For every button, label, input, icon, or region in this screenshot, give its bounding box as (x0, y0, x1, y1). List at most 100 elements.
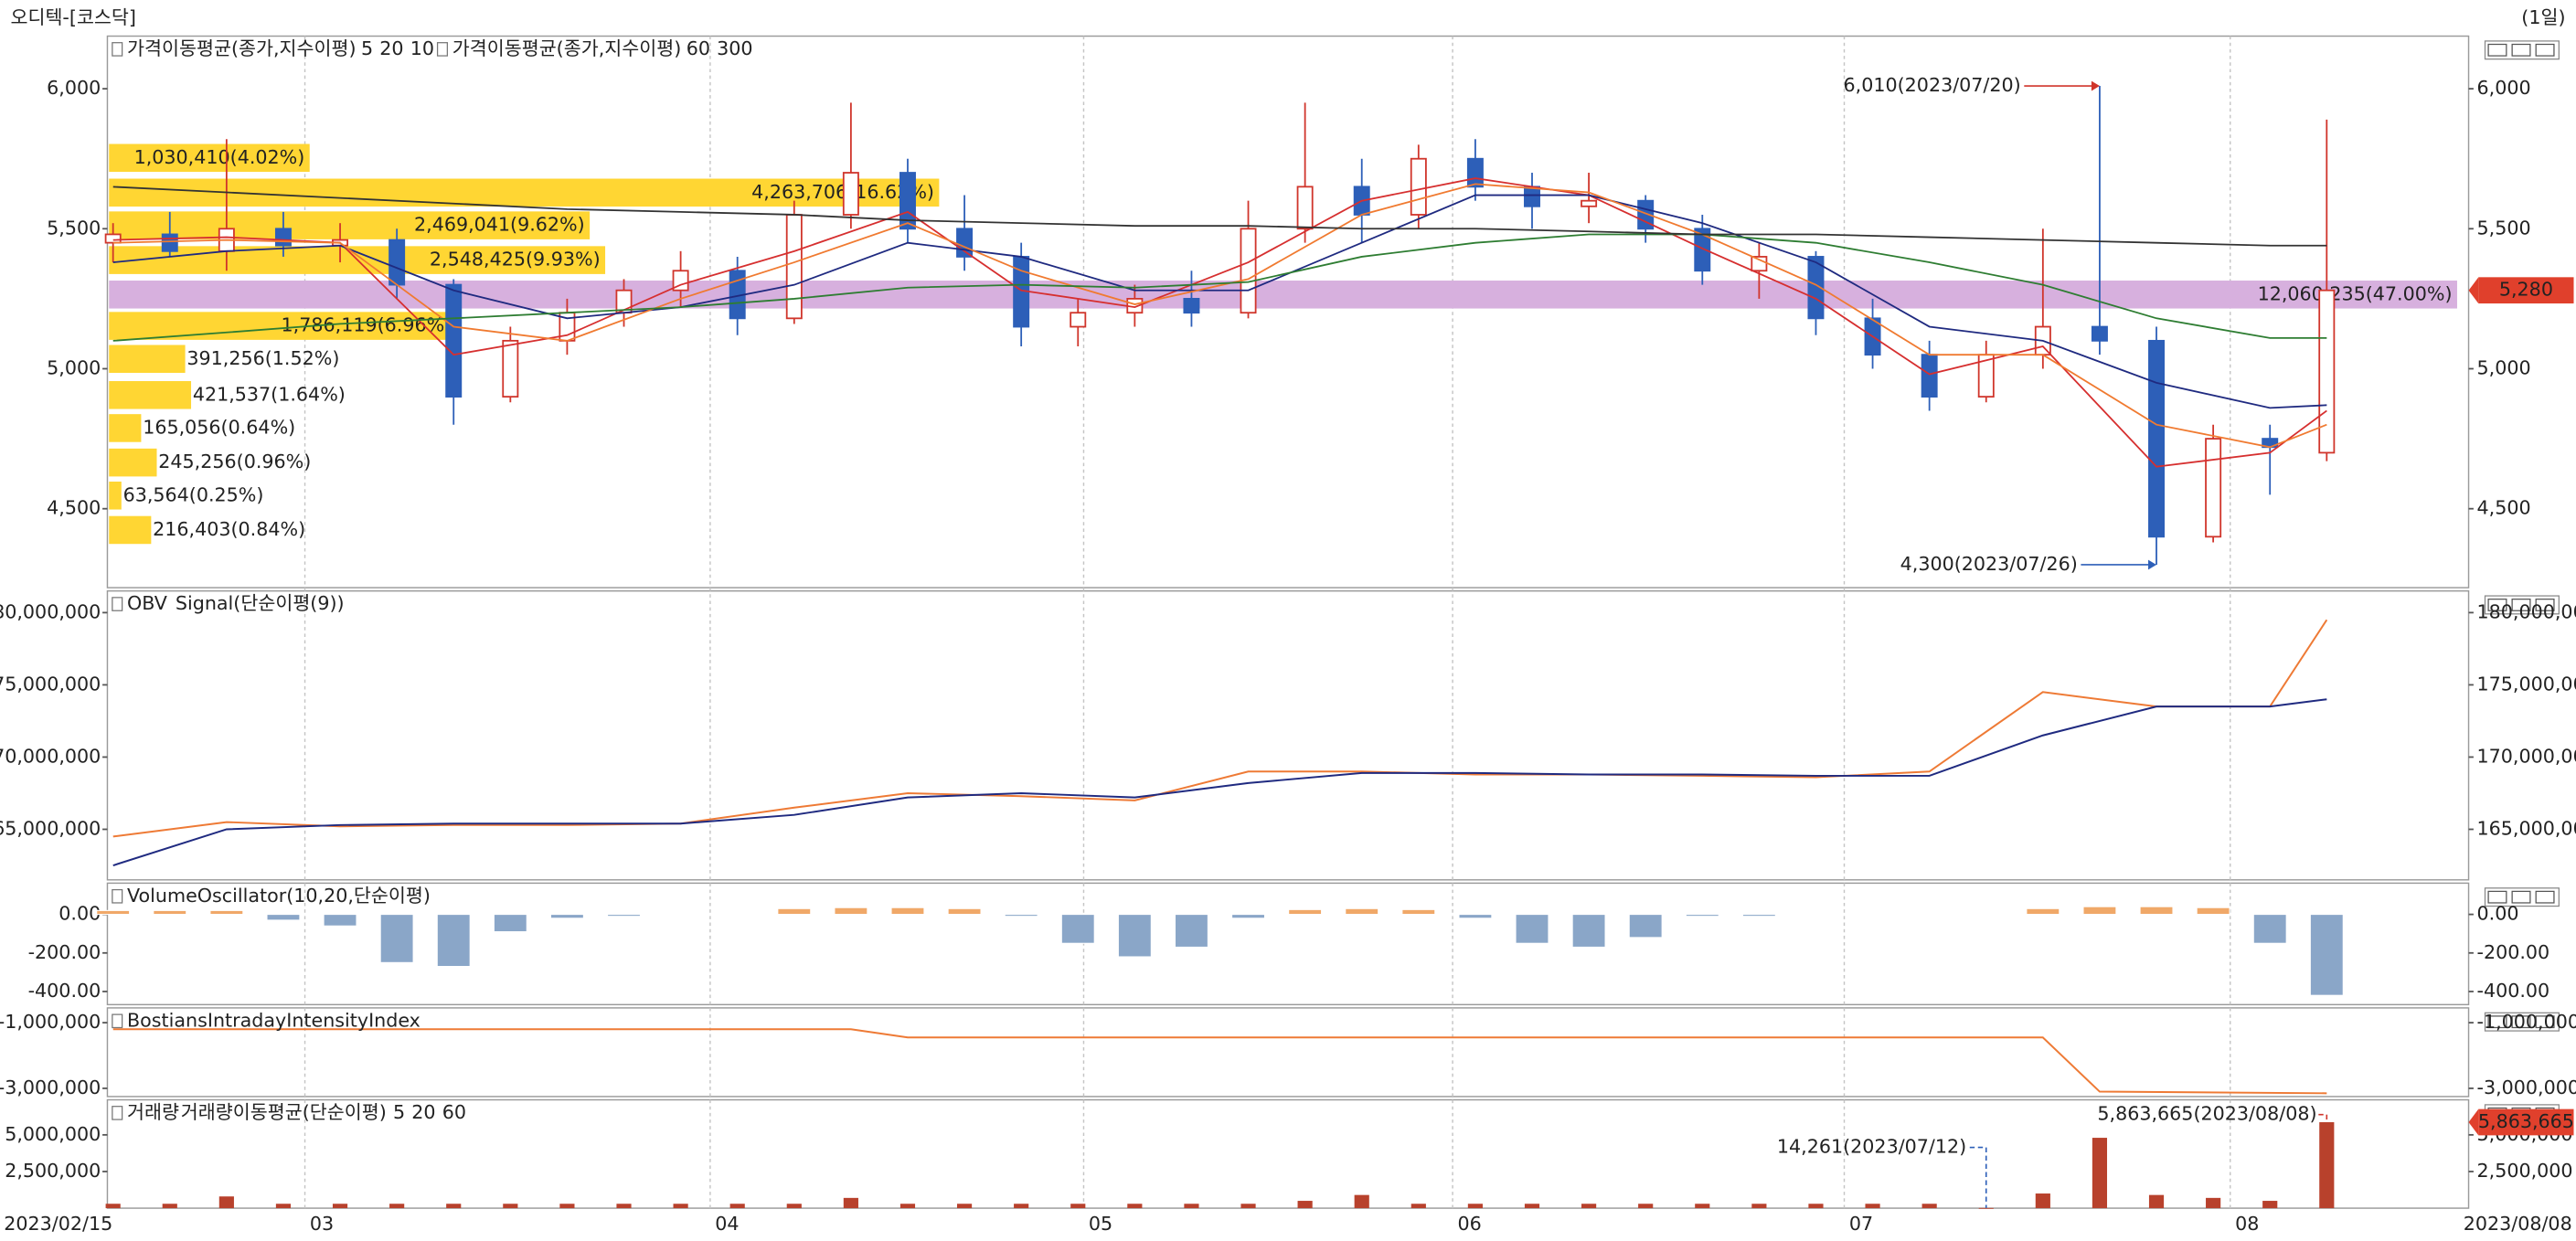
candle-body (1466, 157, 1484, 188)
volume-profile-label: 2,469,041(9.62%) (414, 214, 585, 236)
candle-body (785, 214, 803, 320)
y-tick-label-right: 170,000,000 (2477, 745, 2576, 767)
oscillator-bar (1798, 914, 1833, 917)
y-tick-label-right: 4,500 (2477, 497, 2531, 519)
legend-checkbox (112, 42, 123, 57)
oscillator-bar (1288, 908, 1323, 916)
oscillator-bar (266, 914, 301, 921)
oscillator-bar (2196, 907, 2230, 916)
oscillator-bar (1912, 914, 1947, 917)
window-title: 오디텍-[코스닥] (10, 6, 136, 28)
oscillator-bar (607, 914, 642, 917)
oscillator-bar (1515, 914, 1549, 944)
legend-entry: OBV (127, 592, 167, 614)
oscillator-bar (1401, 908, 1436, 916)
oscillator-bar (1571, 914, 1606, 948)
panel-tool-icon (2484, 1012, 2560, 1032)
candle-body (445, 283, 463, 398)
oscillator-bar (1060, 914, 1095, 944)
price-tag-label: 5,280 (2499, 279, 2553, 301)
candle-body (2091, 325, 2108, 342)
y-tick-label-left: -400.00 (28, 980, 101, 1002)
panel-tool-icon (2484, 40, 2560, 60)
indicator-line (112, 1028, 2327, 1095)
panel-tool-icon (2484, 887, 2560, 907)
panel-tool-cell (2487, 1015, 2507, 1029)
volume-bar (1354, 1194, 1369, 1209)
panel-frame (106, 1007, 2470, 1098)
volume-profile-bar (109, 312, 457, 340)
volume-annotation: 14,261(2023/07/12) (1777, 1136, 1966, 1158)
volume-bar (1184, 1204, 1199, 1209)
oscillator-bar (2082, 906, 2117, 916)
y-tick-label-left: 175,000,000 (0, 673, 101, 695)
volume-bar (1240, 1204, 1256, 1209)
legend-entry: Signal(단순이평(9)) (176, 592, 345, 614)
oscillator-bar (664, 914, 698, 917)
x-tick-label: 2023/02/15 (4, 1213, 112, 1235)
oscillator-bar (436, 914, 471, 968)
candle-body (104, 233, 122, 244)
y-tick-label-right: -1,000,000 (2477, 1011, 2576, 1033)
volume-bar (2319, 1122, 2335, 1209)
oscillator-bar (1117, 914, 1152, 958)
legend-checkbox (112, 1013, 123, 1029)
oscillator-bar (720, 914, 755, 917)
y-tick-label-left: -1,000,000 (0, 1011, 101, 1033)
candle-body (1410, 157, 1427, 216)
candle-body (672, 270, 689, 292)
legend-entry: 300 (717, 37, 752, 59)
oscillator-bar (1685, 914, 1719, 917)
legend-entry: 20 (379, 37, 403, 59)
oscillator-bar (2252, 914, 2287, 944)
volume-bar (1921, 1204, 1937, 1209)
y-tick-label-right: 0.00 (2477, 903, 2519, 925)
candle-body (1694, 228, 1711, 272)
volume-bar (786, 1204, 802, 1209)
x-tick-label: 06 (1457, 1213, 1481, 1235)
volume-bar (1524, 1204, 1540, 1209)
y-tick-label-left: 170,000,000 (0, 745, 101, 767)
volume-bar (332, 1204, 348, 1209)
y-tick-label-right: -200.00 (2477, 941, 2550, 963)
volume-profile-label: 216,403(0.84%) (153, 518, 305, 540)
candle-body (1296, 186, 1314, 230)
panel-frame (106, 589, 2470, 881)
y-tick-label-left: 0.00 (59, 903, 101, 925)
oscillator-bar (1856, 914, 1890, 917)
volume-bar (1695, 1204, 1710, 1209)
candle-body (161, 233, 178, 252)
panel-tool-cell (2487, 890, 2507, 904)
oscillator-bar (1004, 914, 1038, 917)
y-tick-label-right: 5,500 (2477, 217, 2531, 239)
volume-bar (275, 1204, 292, 1209)
y-tick-label-left: 165,000,000 (0, 817, 101, 839)
candle-body (1807, 256, 1825, 320)
volume-profile-label: 391,256(1.52%) (186, 347, 339, 369)
volume-bar (503, 1204, 518, 1209)
volume-bar (673, 1204, 688, 1209)
legend-entry: 5 (361, 37, 373, 59)
volume-profile-bar (109, 281, 2457, 309)
volume-profile-bar (109, 143, 310, 173)
volume-profile-bar (109, 414, 142, 442)
candle-body (1921, 354, 1938, 398)
y-tick-label-left: 5,000 (47, 356, 101, 378)
moving-average-line (112, 177, 2327, 468)
volume-profile-label: 421,537(1.64%) (193, 383, 346, 405)
legend-entry: 10 (410, 37, 434, 59)
legend-checkbox (436, 42, 448, 57)
oscillator-bar (379, 914, 414, 963)
legend-entry: 거래량 (127, 1101, 179, 1123)
moving-average-line (112, 183, 2327, 449)
panel-tool-cell (2511, 43, 2531, 57)
volume-profile-label: 63,564(0.25%) (123, 483, 264, 505)
candle-body (502, 339, 519, 398)
oscillator-bar (890, 907, 925, 916)
legend-entry: 거래량이동평균(단순이평) (181, 1101, 387, 1123)
candle-body (1524, 186, 1540, 207)
oscillator-bar (2309, 914, 2344, 996)
indicator-line (112, 698, 2327, 866)
volume-profile-bar (109, 381, 192, 409)
